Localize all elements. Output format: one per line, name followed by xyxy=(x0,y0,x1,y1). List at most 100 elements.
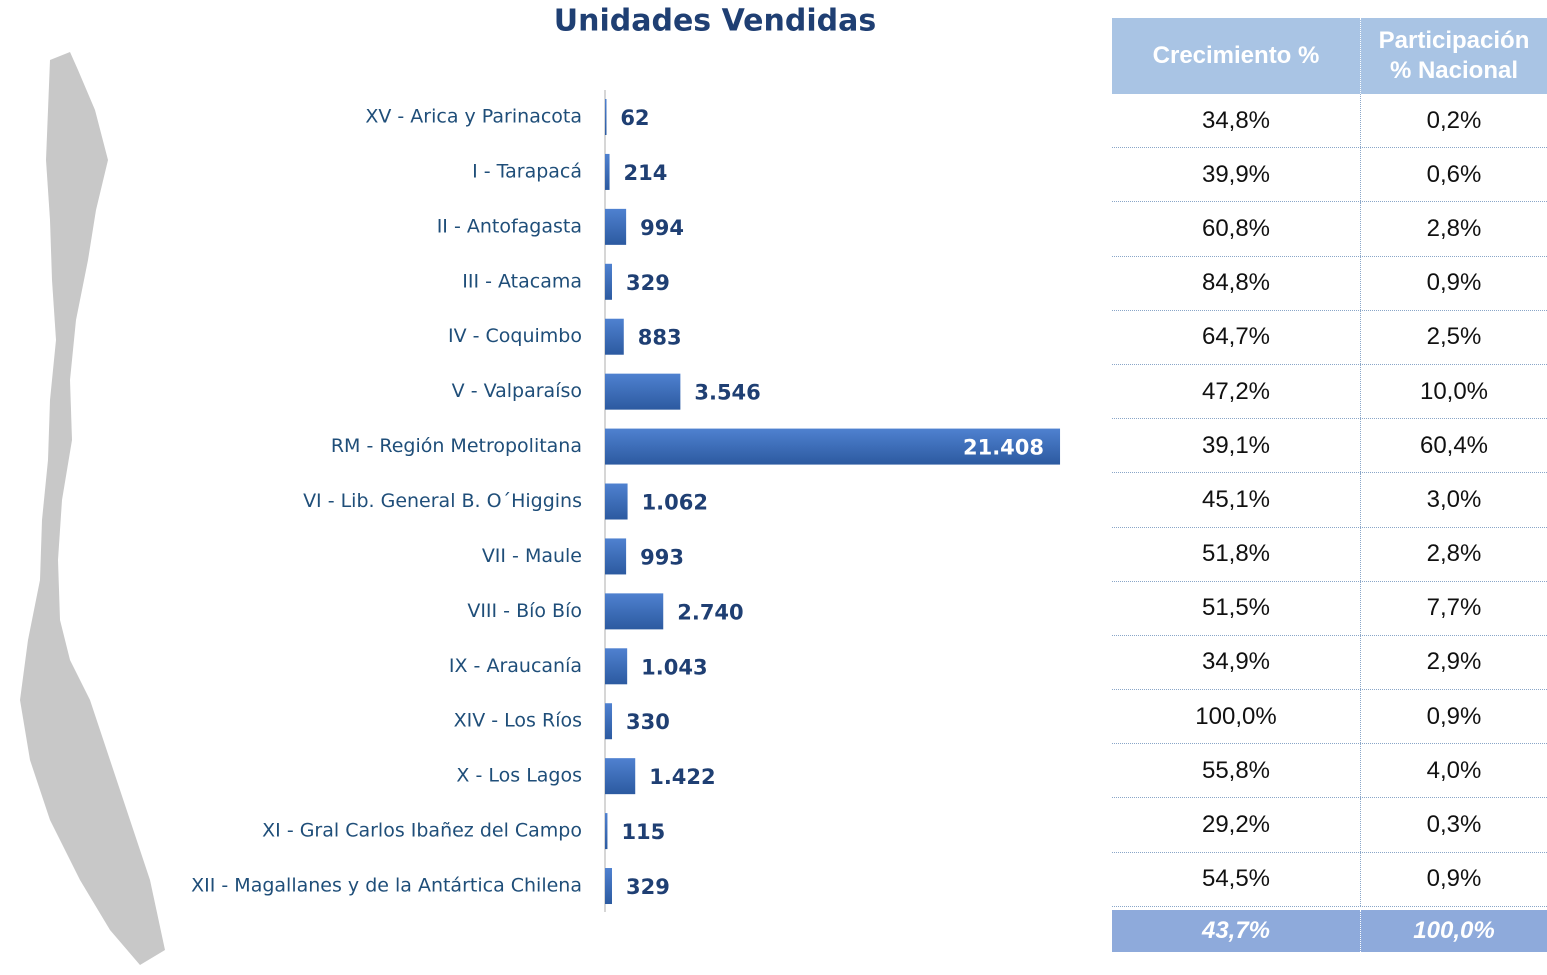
table: Crecimiento % Participación % Nacional 3… xyxy=(1112,18,1547,952)
table-cell: 0,9% xyxy=(1426,865,1482,893)
value-label: 883 xyxy=(638,326,682,350)
category-label: I - Tarapacá xyxy=(472,160,582,182)
total-cell: 100,0% xyxy=(1413,916,1495,944)
table-cell: 39,9% xyxy=(1112,148,1361,202)
bar xyxy=(605,703,613,740)
bar xyxy=(605,648,628,685)
table-row: 100,0% 0,9% xyxy=(1112,690,1547,745)
table-cell: 3,0% xyxy=(1426,485,1482,513)
table-cell: 0,6% xyxy=(1426,160,1482,188)
table-row: 84,8% 0,9% xyxy=(1112,256,1547,311)
category-label: III - Atacama xyxy=(462,270,582,292)
table-row: 34,9% 2,9% xyxy=(1112,635,1547,691)
bar xyxy=(605,153,610,190)
category-label: II - Antofagasta xyxy=(437,215,582,237)
table-cell: 47,2% xyxy=(1112,364,1361,419)
table-header: Crecimiento % Participación % Nacional xyxy=(1112,18,1547,94)
header-cell: Crecimiento % xyxy=(1112,18,1361,94)
table-cell: 29,2% xyxy=(1112,798,1361,852)
table-row: 51,8% 2,8% xyxy=(1112,527,1547,582)
header-cell: Participación % Nacional xyxy=(1378,27,1530,84)
table-cell: 84,8% xyxy=(1112,256,1361,310)
total-row: 43,7% 100,0% xyxy=(1112,909,1547,952)
table-cell: 7,7% xyxy=(1426,594,1482,622)
bar xyxy=(605,813,608,850)
table-cell: 0,9% xyxy=(1426,702,1482,730)
table-cell: 45,1% xyxy=(1112,473,1361,527)
value-label: 1.422 xyxy=(649,765,715,789)
bar xyxy=(605,318,624,355)
table-cell: 0,3% xyxy=(1426,811,1482,839)
category-label: IV - Coquimbo xyxy=(448,325,582,347)
bar xyxy=(605,538,627,575)
value-label: 62 xyxy=(620,106,649,130)
category-label: XIV - Los Ríos xyxy=(454,710,582,732)
table-cell: 54,5% xyxy=(1112,852,1361,906)
value-label: 329 xyxy=(626,271,670,295)
table-row: 29,2% 0,3% xyxy=(1112,798,1547,853)
table-row: 51,5% 7,7% xyxy=(1112,581,1547,636)
table-cell: 39,1% xyxy=(1112,419,1361,473)
value-label: 115 xyxy=(621,820,665,844)
category-label: XV - Arica y Parinacota xyxy=(365,106,582,128)
table-cell: 60,4% xyxy=(1419,431,1489,459)
category-label: RM - Región Metropolitana xyxy=(331,435,582,457)
table-cell: 100,0% xyxy=(1112,690,1361,744)
table-cell: 0,9% xyxy=(1426,269,1482,297)
table-cell: 60,8% xyxy=(1112,202,1361,256)
table-cell: 2,5% xyxy=(1426,323,1482,351)
table-row: 64,7% 2,5% xyxy=(1112,310,1547,365)
table-cell: 34,8% xyxy=(1112,94,1361,148)
chart-title: Unidades Vendidas xyxy=(554,4,876,39)
table-cell: 51,5% xyxy=(1112,581,1361,635)
category-label: X - Los Lagos xyxy=(456,765,582,787)
table-cell: 4,0% xyxy=(1426,756,1482,784)
table-cell: 10,0% xyxy=(1419,377,1489,405)
category-label: VII - Maule xyxy=(482,545,582,567)
table-cell: 0,2% xyxy=(1426,106,1482,134)
table-row: 47,2% 10,0% xyxy=(1112,364,1547,420)
value-label: 214 xyxy=(624,161,668,185)
table-cell: 2,8% xyxy=(1426,540,1482,568)
table-row: 34,8% 0,2% xyxy=(1112,94,1547,149)
category-label: XII - Magallanes y de la Antártica Chile… xyxy=(191,875,582,897)
table-cell: 64,7% xyxy=(1112,310,1361,364)
value-label: 1.043 xyxy=(641,655,707,679)
bar xyxy=(605,483,628,520)
value-label: 3.546 xyxy=(694,381,760,405)
bar xyxy=(605,868,612,905)
table-row: 55,8% 4,0% xyxy=(1112,744,1547,799)
category-label: V - Valparaíso xyxy=(452,380,582,402)
bar xyxy=(605,593,664,630)
table-row: 39,1% 60,4% xyxy=(1112,419,1547,474)
value-label: 329 xyxy=(626,875,670,899)
map-silhouette xyxy=(20,52,165,965)
table-row: 60,8% 2,8% xyxy=(1112,202,1547,257)
value-label: 994 xyxy=(640,216,684,240)
value-label: 2.740 xyxy=(677,600,743,624)
bar xyxy=(605,428,1061,465)
table-row: 39,9% 0,6% xyxy=(1112,148,1547,203)
total-cell: 43,7% xyxy=(1112,909,1361,952)
bar xyxy=(605,373,681,410)
category-label: IX - Araucanía xyxy=(449,655,582,677)
value-label: 21.408 xyxy=(963,436,1044,460)
value-label: 993 xyxy=(640,545,684,569)
category-label: VI - Lib. General B. O´Higgins xyxy=(303,490,582,512)
table-cell: 51,8% xyxy=(1112,527,1361,581)
bar xyxy=(605,208,627,245)
bar xyxy=(605,263,612,300)
value-label: 1.062 xyxy=(642,491,708,515)
value-label: 330 xyxy=(626,710,670,734)
bar xyxy=(605,758,636,795)
table-row: 54,5% 0,9% xyxy=(1112,852,1547,907)
category-label: XI - Gral Carlos Ibañez del Campo xyxy=(262,820,582,842)
table-cell: 2,9% xyxy=(1426,648,1482,676)
table-row: 45,1% 3,0% xyxy=(1112,473,1547,528)
category-label: VIII - Bío Bío xyxy=(467,600,582,622)
table-cell: 34,9% xyxy=(1112,635,1361,690)
table-cell: 55,8% xyxy=(1112,744,1361,798)
table-cell: 2,8% xyxy=(1426,214,1482,242)
